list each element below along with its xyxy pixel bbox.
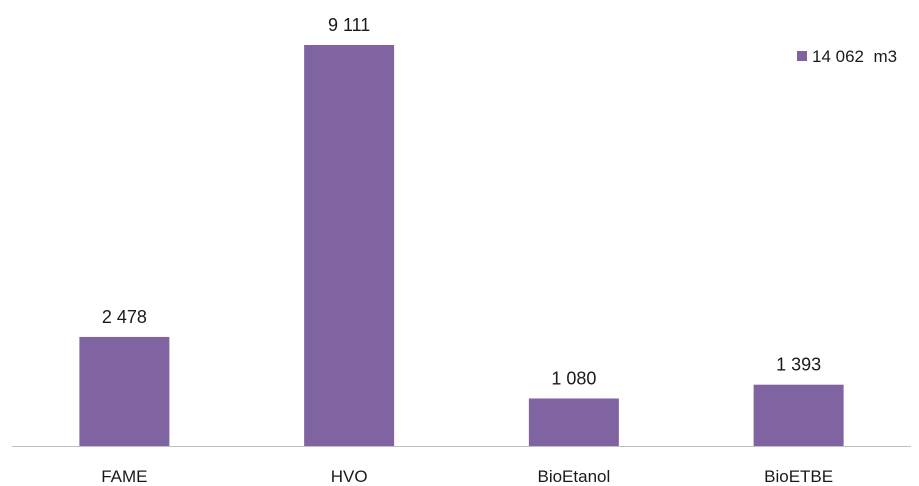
data-label-bioetbe: 1 393 [776, 355, 821, 375]
data-label-bioetanol: 1 080 [551, 368, 596, 388]
bar-bioetanol [528, 398, 619, 446]
legend: 14 062 m3 [797, 47, 897, 66]
data-labels-group: 2 478 9 111 1 080 1 393 [102, 15, 821, 388]
legend-label-series-1: 14 062 m3 [812, 47, 897, 66]
bar-hvo [304, 45, 395, 446]
data-label-fame: 2 478 [102, 307, 147, 327]
x-tick-label-bioetanol: BioEtanol [537, 467, 610, 486]
bars-group [79, 45, 844, 446]
x-tick-label-fame: FAME [101, 467, 147, 486]
x-tick-label-hvo: HVO [331, 467, 368, 486]
legend-swatch-series-1 [797, 51, 807, 61]
bar-bioetbe [753, 384, 844, 446]
bar-fame [79, 336, 170, 446]
x-tick-labels-group: FAME HVO BioEtanol BioETBE [101, 467, 833, 486]
x-tick-label-bioetbe: BioETBE [764, 467, 833, 486]
data-label-hvo: 9 111 [328, 15, 370, 35]
